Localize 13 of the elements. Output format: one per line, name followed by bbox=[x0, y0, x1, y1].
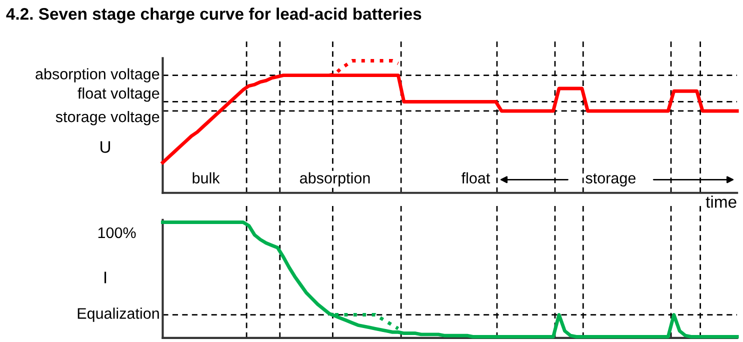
text: 100% bbox=[98, 227, 136, 238]
ref-line-label: absorption voltage bbox=[36, 68, 160, 82]
annotation: bulk bbox=[192, 172, 220, 184]
ref-line-label: Equalization bbox=[78, 308, 159, 322]
y-axis-title: U bbox=[100, 141, 110, 153]
y-axis-title: I bbox=[104, 272, 106, 284]
ref-line-label: float voltage bbox=[78, 87, 160, 102]
x-axis-title: time bbox=[706, 196, 736, 208]
annotation: float bbox=[462, 172, 490, 184]
annotation: absorption bbox=[300, 172, 370, 187]
chart-title: 4.2. Seven stage charge curve for lead-acid batteries bbox=[6, 8, 422, 24]
annotation: storage bbox=[586, 173, 636, 187]
ref-line-label: storage voltage bbox=[56, 110, 160, 126]
